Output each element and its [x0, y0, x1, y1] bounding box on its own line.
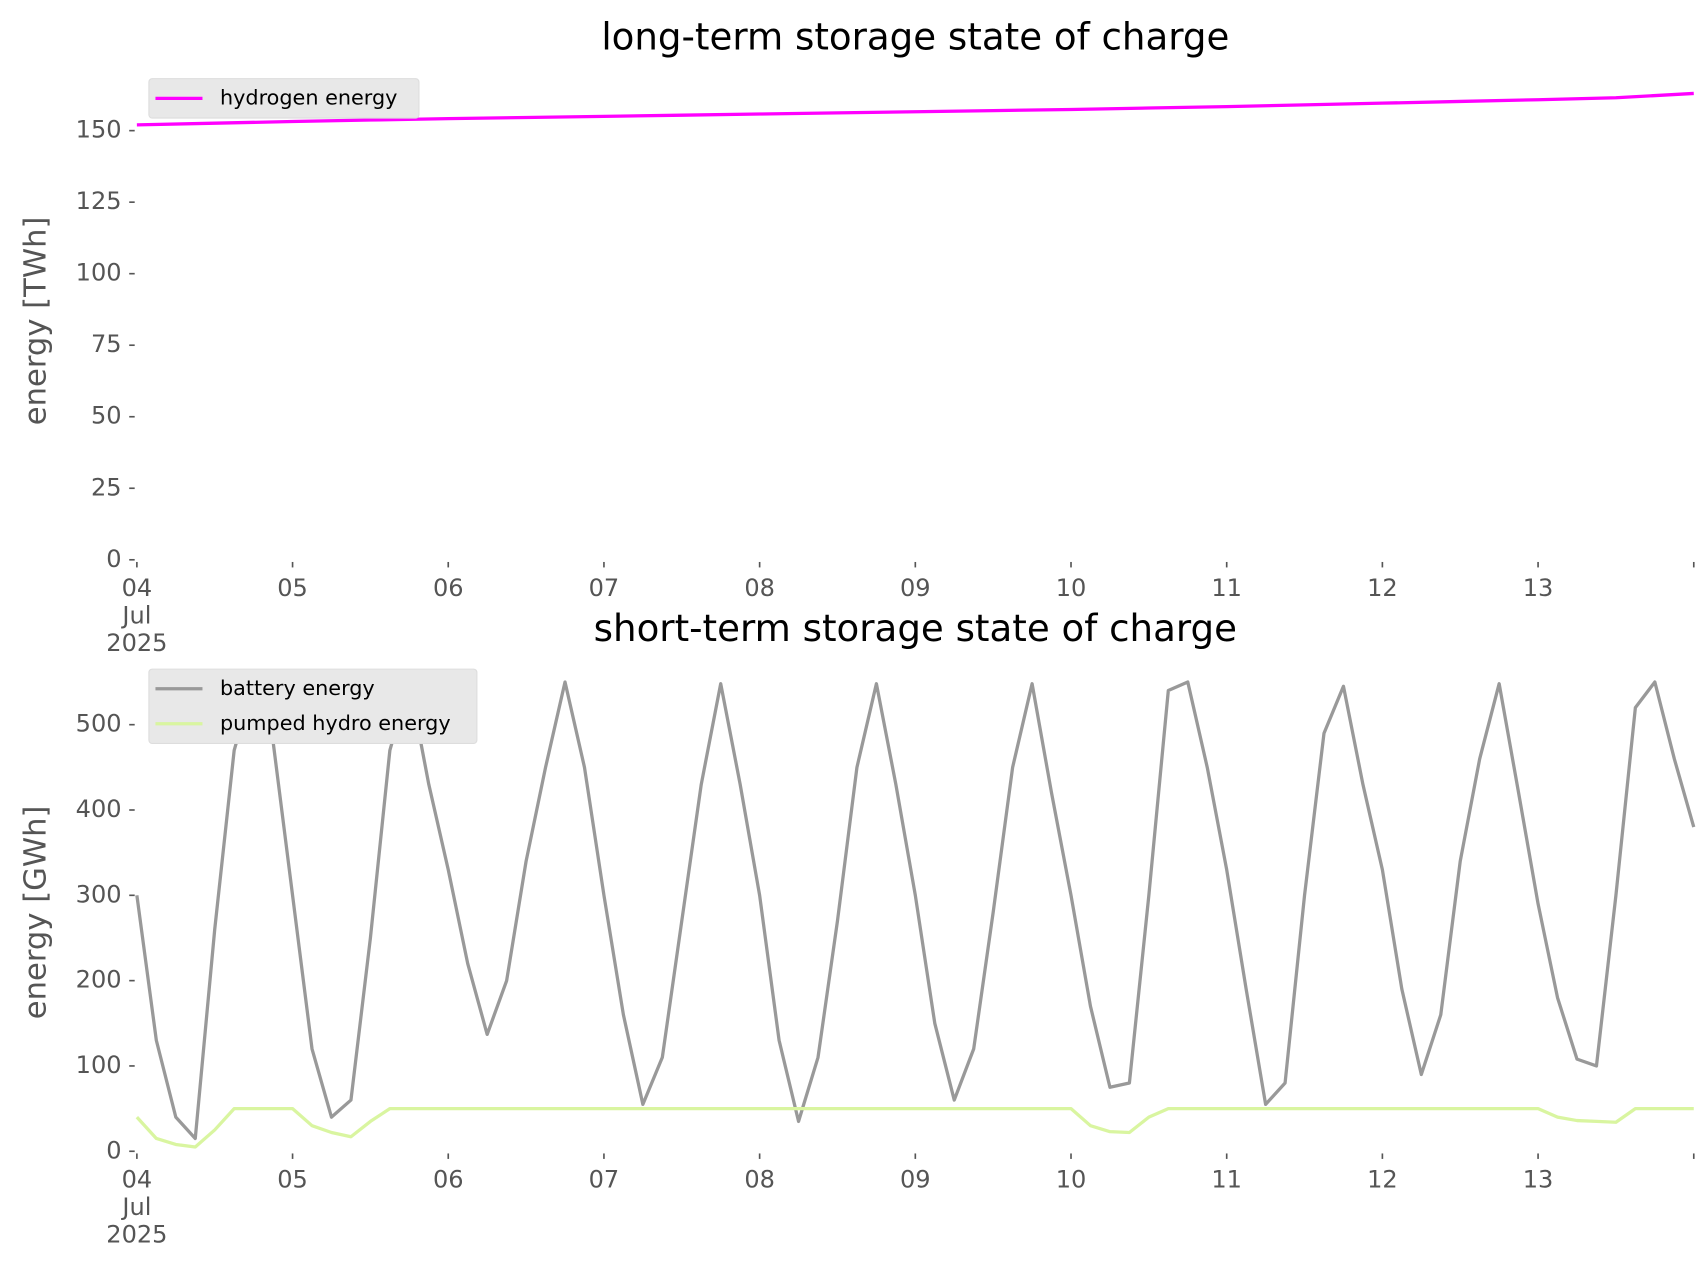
y-tick-label: 125 — [76, 187, 122, 215]
y-tick-label: 0 — [106, 1136, 121, 1164]
series-line — [135, 1106, 1694, 1149]
y-tick-label: 500 — [76, 710, 122, 738]
x-tick-label: 09 — [900, 1165, 931, 1193]
x-tick-label: 05 — [277, 574, 308, 602]
legend-box — [148, 668, 478, 745]
x-tick-label: 10 — [1056, 1165, 1087, 1193]
x-tick-label: 04 Jul 2025 — [106, 574, 167, 657]
x-tick-label: 07 — [589, 1165, 620, 1193]
legend-label: battery energy — [220, 676, 375, 700]
y-tick-label: 100 — [76, 259, 122, 287]
x-tick-label: 08 — [744, 1165, 775, 1193]
x-tick-label: 05 — [277, 1165, 308, 1193]
legend-label: hydrogen energy — [220, 85, 397, 109]
x-tick-label: 13 — [1523, 574, 1554, 602]
y-axis-label: energy [TWh] — [18, 217, 53, 426]
x-tick-label: 11 — [1211, 1165, 1242, 1193]
legend: battery energy pumped hydro energy — [148, 668, 478, 745]
y-tick-label: 75 — [91, 330, 122, 358]
series-line — [135, 680, 1696, 1141]
chart-title: short-term storage state of charge — [594, 605, 1237, 649]
x-tick-label: 12 — [1367, 574, 1398, 602]
y-tick-label: 100 — [76, 1051, 122, 1079]
y-tick-label: 50 — [91, 402, 122, 430]
x-tick-label: 12 — [1367, 1165, 1398, 1193]
x-tick-label: 04 Jul 2025 — [106, 1165, 167, 1248]
x-tick-label: 06 — [433, 574, 464, 602]
y-tick-label: 400 — [76, 795, 122, 823]
x-tick-label: 06 — [433, 1165, 464, 1193]
x-tick-label: 09 — [900, 574, 931, 602]
y-axis-label: energy [GWh] — [18, 806, 53, 1020]
legend-label: pumped hydro energy — [220, 711, 451, 735]
y-tick-label: 25 — [91, 473, 122, 501]
legend: hydrogen energy — [148, 78, 420, 119]
y-tick-label: 200 — [76, 966, 122, 994]
x-tick-label: 11 — [1211, 574, 1242, 602]
x-tick-label: 07 — [589, 574, 620, 602]
chart-title: long-term storage state of charge — [601, 14, 1229, 58]
x-tick-label: 13 — [1523, 1165, 1554, 1193]
y-tick-label: 150 — [76, 116, 122, 144]
x-tick-label: 08 — [744, 574, 775, 602]
y-tick-label: 300 — [76, 880, 122, 908]
y-tick-label: 0 — [106, 545, 121, 573]
legend-box — [148, 78, 420, 119]
x-tick-label: 10 — [1056, 574, 1087, 602]
series-line — [136, 91, 1694, 127]
